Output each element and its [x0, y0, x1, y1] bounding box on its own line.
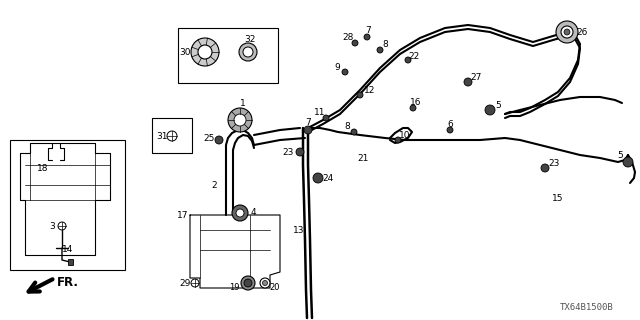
Circle shape — [232, 205, 248, 221]
Bar — [67, 259, 72, 265]
Circle shape — [191, 279, 199, 287]
Text: 4: 4 — [250, 207, 256, 217]
Text: 14: 14 — [62, 244, 74, 253]
Circle shape — [234, 114, 246, 126]
Text: TX64B1500B: TX64B1500B — [560, 303, 614, 312]
Circle shape — [395, 137, 401, 143]
Text: FR.: FR. — [57, 276, 79, 289]
Text: 2: 2 — [211, 180, 217, 189]
Circle shape — [410, 105, 416, 111]
Circle shape — [377, 47, 383, 53]
Circle shape — [623, 157, 633, 167]
Circle shape — [58, 222, 66, 230]
Circle shape — [485, 105, 495, 115]
Circle shape — [313, 173, 323, 183]
Circle shape — [236, 209, 244, 217]
Circle shape — [260, 278, 270, 288]
Text: 23: 23 — [548, 158, 560, 167]
Text: 17: 17 — [177, 211, 189, 220]
Text: 21: 21 — [357, 154, 369, 163]
Text: 9: 9 — [334, 62, 340, 71]
Circle shape — [228, 108, 252, 132]
Text: 6: 6 — [447, 119, 453, 129]
Text: 8: 8 — [382, 39, 388, 49]
Circle shape — [239, 43, 257, 61]
Text: 15: 15 — [552, 194, 564, 203]
Text: 13: 13 — [293, 226, 305, 235]
Circle shape — [244, 279, 252, 287]
Text: 24: 24 — [323, 173, 333, 182]
Bar — [178, 28, 278, 83]
Circle shape — [304, 126, 312, 134]
Text: 5: 5 — [617, 150, 623, 159]
Text: 27: 27 — [470, 73, 482, 82]
Text: 29: 29 — [179, 278, 191, 287]
Circle shape — [191, 38, 219, 66]
Circle shape — [243, 47, 253, 57]
Text: 10: 10 — [399, 131, 411, 140]
Circle shape — [464, 78, 472, 86]
Bar — [152, 118, 192, 153]
Circle shape — [541, 164, 549, 172]
Circle shape — [296, 148, 304, 156]
Circle shape — [241, 276, 255, 290]
Text: 32: 32 — [244, 35, 256, 44]
Text: 11: 11 — [314, 108, 326, 116]
Text: 20: 20 — [269, 284, 280, 292]
Text: 3: 3 — [49, 221, 55, 230]
Text: 22: 22 — [408, 52, 420, 60]
Circle shape — [262, 281, 268, 285]
Text: 16: 16 — [410, 98, 422, 107]
Text: 25: 25 — [204, 133, 214, 142]
Circle shape — [405, 57, 411, 63]
Text: 30: 30 — [179, 47, 191, 57]
Text: 5: 5 — [495, 100, 501, 109]
Circle shape — [561, 26, 573, 38]
Circle shape — [364, 34, 370, 40]
Text: 19: 19 — [230, 284, 240, 292]
Circle shape — [447, 127, 453, 133]
Text: 23: 23 — [282, 148, 294, 156]
Text: 12: 12 — [364, 85, 376, 94]
Circle shape — [564, 29, 570, 35]
Bar — [10, 140, 125, 270]
Circle shape — [357, 92, 363, 98]
Text: 1: 1 — [240, 99, 246, 108]
Text: 26: 26 — [576, 28, 588, 36]
Circle shape — [167, 131, 177, 141]
Circle shape — [323, 115, 329, 121]
Text: 31: 31 — [156, 132, 168, 140]
Text: 7: 7 — [365, 26, 371, 35]
Circle shape — [556, 21, 578, 43]
Circle shape — [351, 129, 357, 135]
Circle shape — [215, 136, 223, 144]
Text: 8: 8 — [344, 122, 350, 131]
Circle shape — [342, 69, 348, 75]
Circle shape — [352, 40, 358, 46]
Text: 7: 7 — [305, 117, 311, 126]
Text: 28: 28 — [342, 33, 354, 42]
Circle shape — [198, 45, 212, 59]
Text: 18: 18 — [37, 164, 49, 172]
